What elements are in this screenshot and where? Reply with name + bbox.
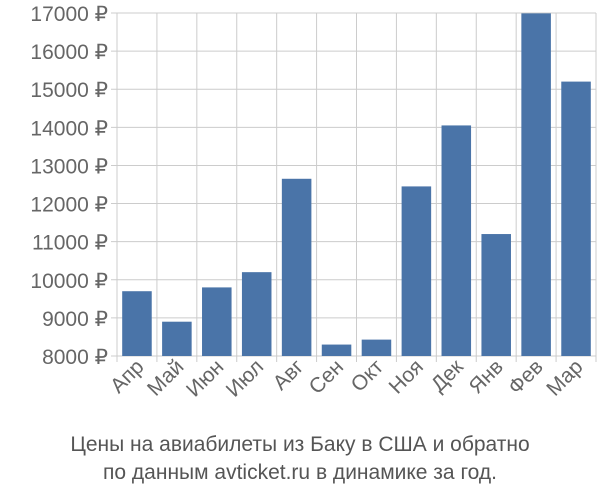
- x-tick-label: Ноя: [385, 355, 428, 398]
- y-tick-label: 16000 ₽: [30, 41, 108, 64]
- x-tick-label: Май: [143, 355, 188, 400]
- x-tick-label: Июн: [182, 355, 228, 401]
- chart-caption-line-2: по данным avticket.ru в динамике за год.: [103, 461, 497, 484]
- x-tick-label: Авг: [269, 355, 309, 395]
- y-tick-label: 10000 ₽: [30, 270, 108, 293]
- x-tick-label: Сен: [305, 355, 348, 398]
- bar-Дек: [441, 125, 472, 356]
- x-tick-label: Дек: [427, 355, 469, 397]
- x-tick-label: Окт: [347, 355, 389, 397]
- y-tick-label: 13000 ₽: [30, 155, 108, 178]
- chart-caption-line-1: Цены на авиабилеты из Баку в США и обрат…: [70, 433, 530, 456]
- bar-Апр: [122, 291, 152, 356]
- y-tick-label: 8000 ₽: [42, 346, 108, 369]
- x-tick-label: Июл: [222, 355, 268, 401]
- bar-Авг: [281, 178, 312, 356]
- bar-Окт: [361, 339, 392, 356]
- bar-Ноя: [401, 186, 432, 356]
- x-tick-label: Янв: [465, 355, 508, 398]
- x-tick-label: Мар: [542, 355, 587, 400]
- bar-Мар: [561, 81, 591, 356]
- bar-Май: [162, 321, 192, 356]
- bar-Июл: [241, 272, 272, 356]
- y-tick-label: 11000 ₽: [32, 232, 108, 255]
- x-tick-label: Апр: [106, 355, 148, 397]
- bar-Фев: [521, 13, 551, 357]
- bars: [122, 13, 591, 357]
- y-tick-label: 15000 ₽: [30, 79, 108, 102]
- x-tick-label: Фев: [504, 355, 548, 399]
- y-tick-label: 17000 ₽: [30, 3, 108, 26]
- y-tick-label: 9000 ₽: [42, 308, 108, 331]
- grid-lines: [111, 12, 597, 362]
- y-axis-ticks: 8000 ₽ 9000 ₽ 10000 ₽ 11000 ₽ 12000 ₽ 13000 ₽…: [30, 3, 108, 369]
- price-bar-chart: 8000 ₽ 9000 ₽ 10000 ₽ 11000 ₽ 12000 ₽ 13000 ₽…: [30, 3, 597, 402]
- bar-Янв: [481, 234, 511, 356]
- y-tick-label: 14000 ₽: [30, 117, 108, 140]
- y-tick-label: 12000 ₽: [30, 194, 108, 217]
- bar-Июн: [202, 287, 232, 356]
- bar-Сен: [321, 344, 352, 356]
